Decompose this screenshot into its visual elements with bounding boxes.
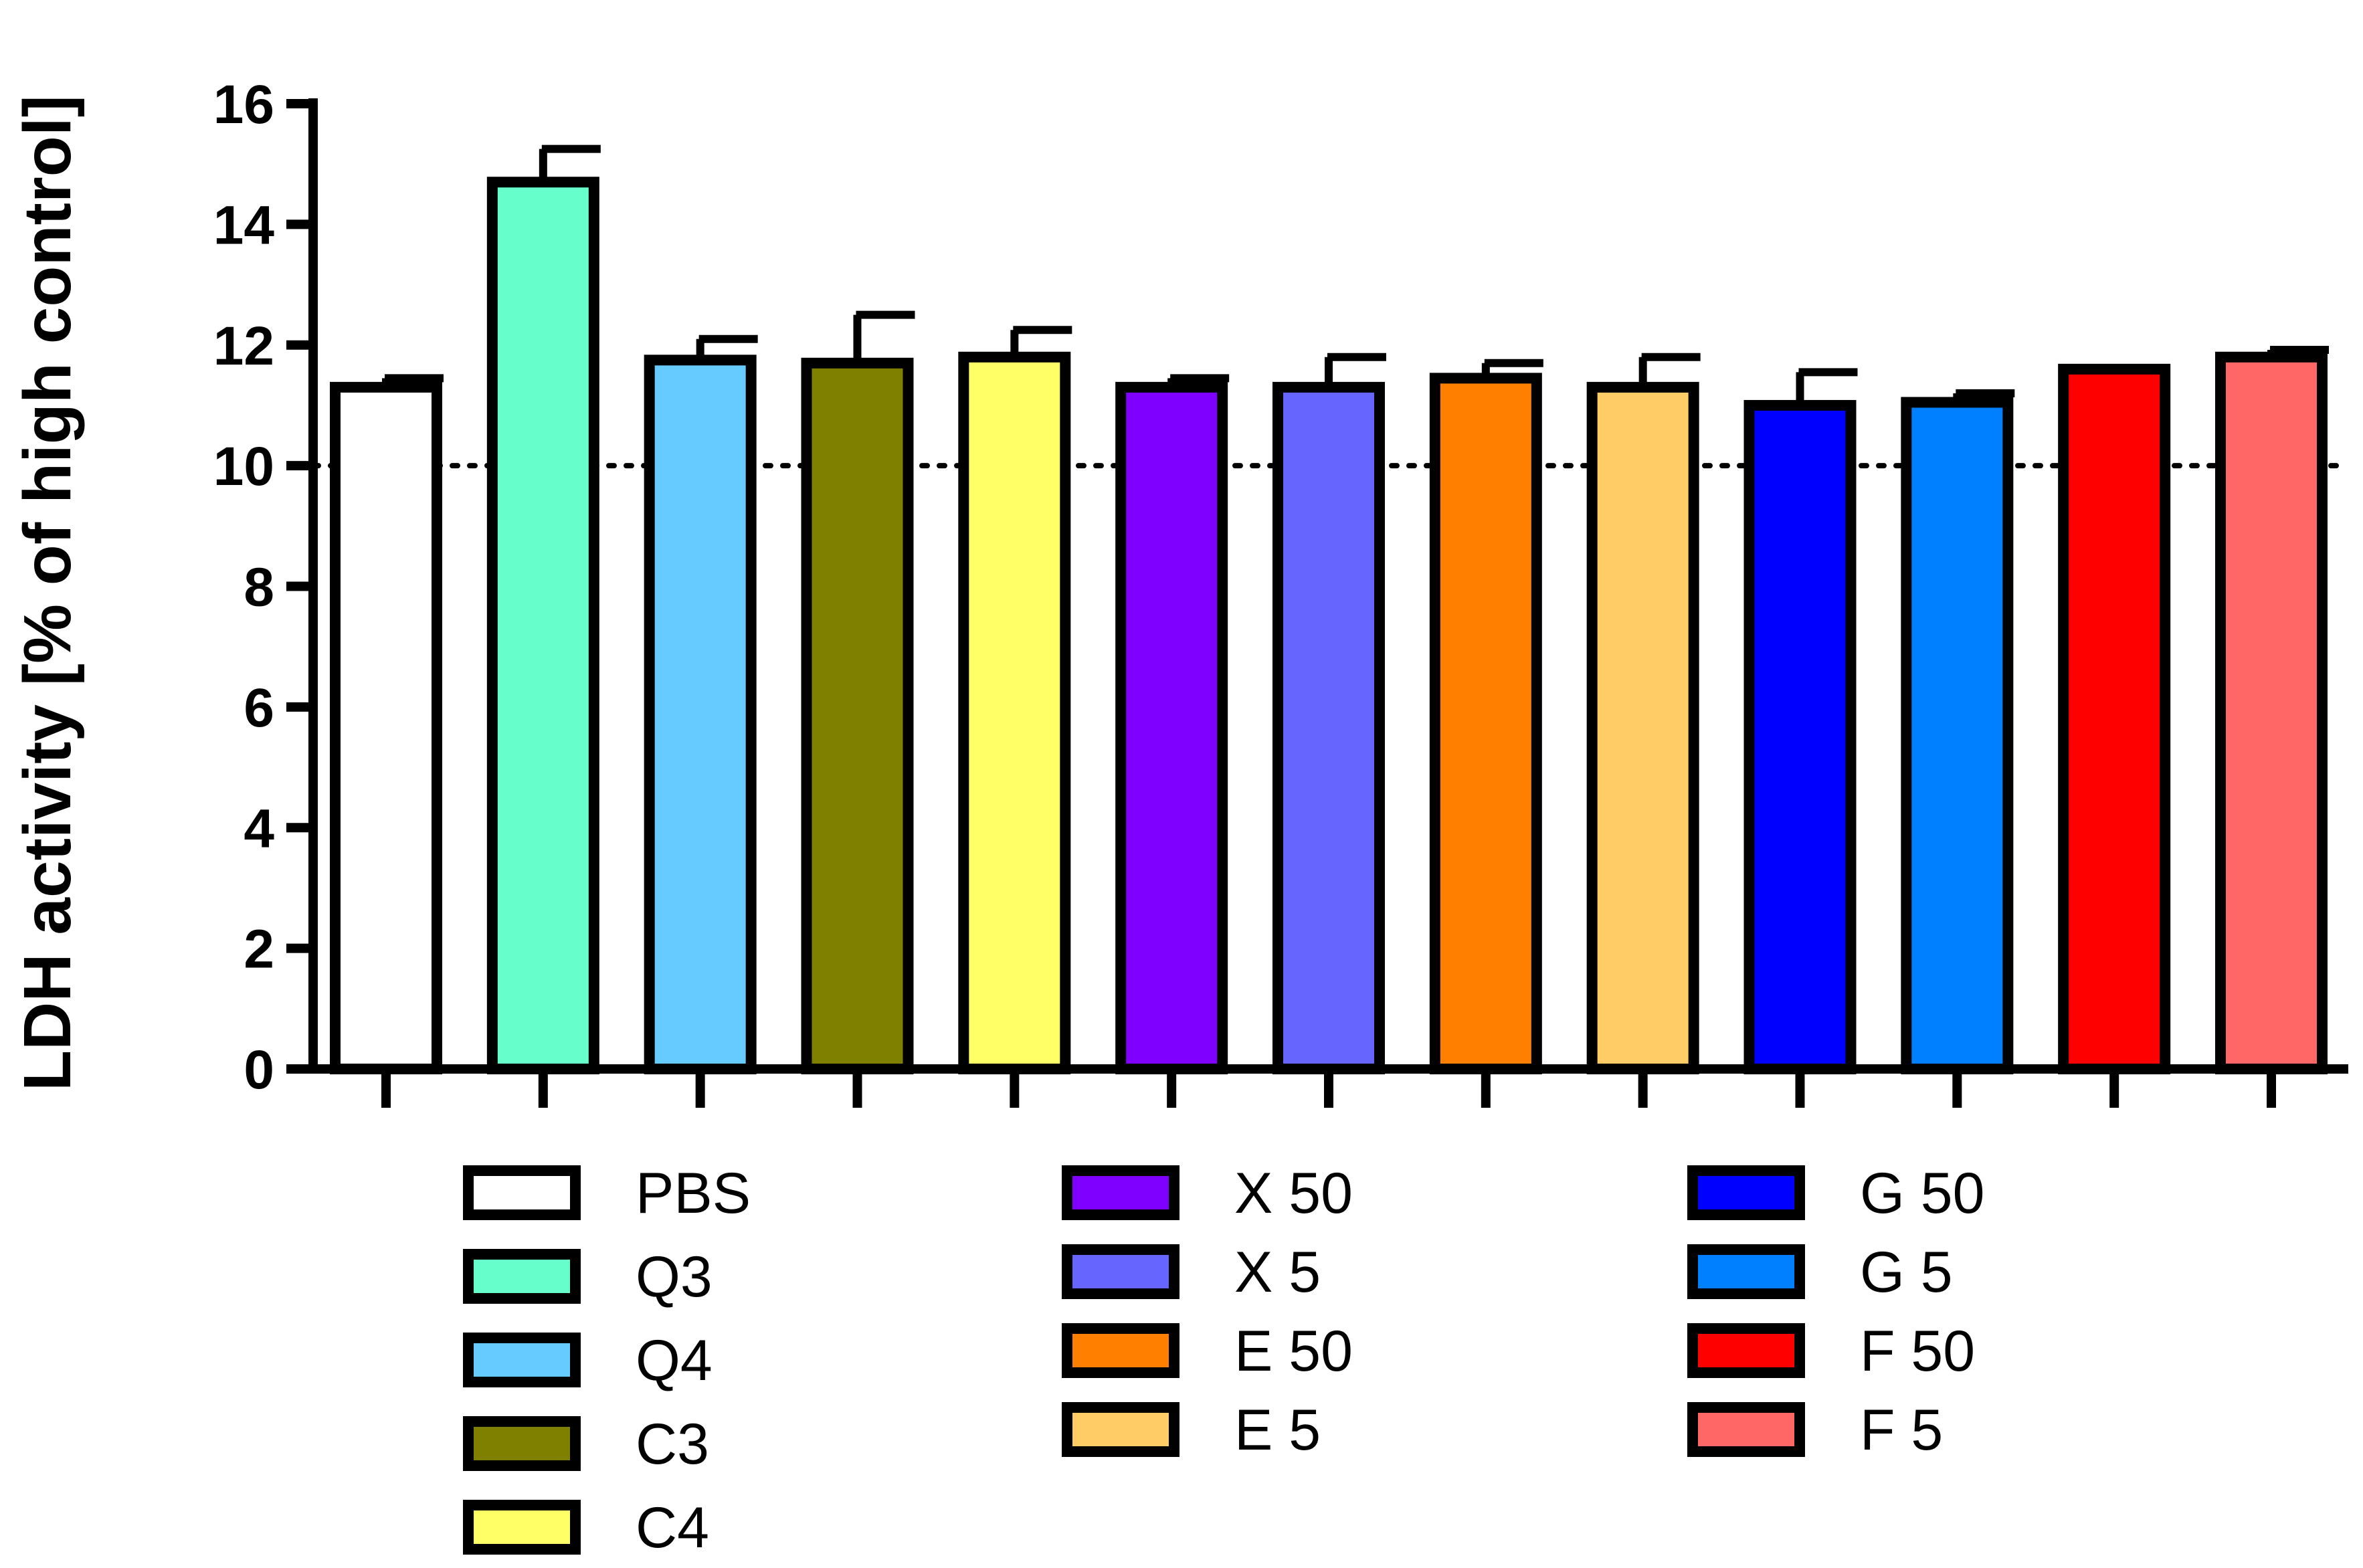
- y-tick-label: 14: [213, 195, 275, 256]
- bar-group: [330, 374, 444, 1074]
- bar-group: [1429, 359, 1543, 1074]
- legend-item: E 5: [1062, 1398, 1321, 1462]
- bar: [958, 351, 1071, 1074]
- bar: [330, 381, 442, 1074]
- legend-item: F 50: [1687, 1319, 1975, 1383]
- y-tick-label: 4: [244, 798, 274, 859]
- legend-swatch: [463, 1249, 581, 1304]
- bar-group: [644, 334, 758, 1074]
- legend-swatch: [1687, 1165, 1805, 1220]
- legend-label: E 5: [1234, 1398, 1321, 1462]
- legend-label: C3: [636, 1412, 709, 1476]
- bar: [1743, 399, 1857, 1074]
- legend-swatch: [463, 1416, 581, 1471]
- legend-label: X 50: [1234, 1161, 1353, 1226]
- y-tick-label: 8: [244, 557, 274, 618]
- bar-group: [2215, 345, 2329, 1074]
- legend-label: F 5: [1860, 1398, 1943, 1462]
- legend-swatch: [1062, 1244, 1179, 1299]
- bar-group: [801, 310, 915, 1074]
- bar-group: [1272, 353, 1386, 1074]
- y-tick-label: 16: [213, 74, 274, 135]
- legend-label: G 50: [1860, 1161, 1984, 1226]
- y-tick-label: 10: [213, 436, 274, 497]
- bar-group: [1586, 353, 1701, 1074]
- legend-swatch: [1687, 1402, 1805, 1457]
- legend-item: C4: [463, 1496, 709, 1560]
- bar: [2215, 351, 2328, 1074]
- bar: [2058, 363, 2171, 1075]
- legend-swatch: [1062, 1402, 1179, 1457]
- legend-label: G 5: [1860, 1240, 1953, 1304]
- bar: [801, 357, 914, 1074]
- legend-label: C4: [636, 1496, 709, 1560]
- y-tick-label: 2: [244, 919, 274, 980]
- legend-label: F 50: [1860, 1319, 1975, 1383]
- bar-group: [958, 326, 1072, 1074]
- legend-swatch: [463, 1165, 581, 1220]
- bar-group: [1743, 368, 1858, 1074]
- bar: [1586, 381, 1699, 1074]
- y-tick-label: 6: [244, 678, 274, 739]
- legend-item: X 5: [1062, 1240, 1321, 1304]
- legend-swatch: [1062, 1165, 1179, 1220]
- y-tick-label: 12: [213, 316, 274, 377]
- bar: [1272, 381, 1385, 1074]
- bars-group: [330, 144, 2329, 1075]
- legend-item: E 50: [1062, 1319, 1353, 1383]
- y-tick-label: 0: [244, 1040, 274, 1100]
- bar-group: [2058, 363, 2171, 1075]
- legend-item: PBS: [463, 1161, 751, 1226]
- legend-label: PBS: [636, 1161, 751, 1226]
- bar: [486, 177, 599, 1074]
- bar: [1115, 381, 1228, 1074]
- bar-group: [1901, 389, 2015, 1074]
- bar: [644, 355, 757, 1074]
- legend-item: Q3: [463, 1245, 713, 1309]
- legend-item: G 50: [1687, 1161, 1984, 1226]
- legend-swatch: [463, 1333, 581, 1387]
- bar-group: [486, 144, 601, 1074]
- legend-label: X 5: [1234, 1240, 1321, 1304]
- legend-swatch: [1687, 1323, 1805, 1378]
- bar-group: [1115, 374, 1230, 1074]
- legend-item: C3: [463, 1412, 709, 1476]
- legend-swatch: [463, 1500, 581, 1555]
- legend-swatch: [1062, 1323, 1179, 1378]
- legend-item: X 50: [1062, 1161, 1353, 1226]
- bar: [1901, 397, 2014, 1074]
- legend-item: F 5: [1687, 1398, 1943, 1462]
- legend-label: Q4: [636, 1329, 713, 1393]
- legend-label: Q3: [636, 1245, 713, 1309]
- legend-label: E 50: [1234, 1319, 1353, 1383]
- legend-item: G 5: [1687, 1240, 1953, 1304]
- legend-item: Q4: [463, 1329, 713, 1393]
- bar: [1429, 373, 1542, 1074]
- legend: PBS Q3 Q4 C3 C4 X 50 X 5 E 50 E 5 G 50 G 5 F 50 F 5: [463, 1161, 1984, 1560]
- legend-swatch: [1687, 1244, 1805, 1299]
- y-axis-title: LDH activity [% of high control]: [10, 95, 85, 1091]
